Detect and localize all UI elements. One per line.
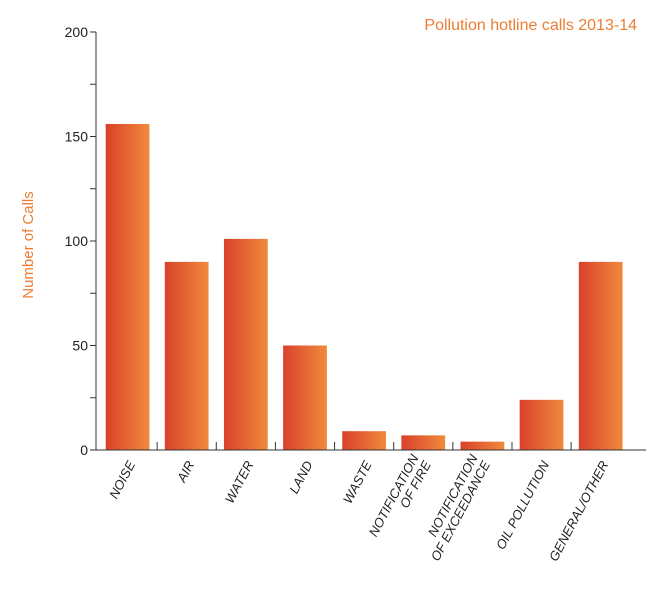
- y-tick-label: 50: [72, 338, 88, 354]
- x-tick-label: WATER: [222, 458, 257, 505]
- x-tick-label: GENERAL/OTHER: [546, 458, 611, 563]
- y-tick-label: 0: [80, 442, 88, 458]
- bars-group: [105, 123, 623, 451]
- bar: [401, 435, 446, 450]
- bar: [283, 345, 327, 450]
- x-tick-label: AIR: [173, 458, 197, 485]
- bar: [164, 261, 209, 450]
- bar: [578, 261, 623, 450]
- bar: [223, 238, 268, 450]
- y-tick-label: 150: [65, 129, 89, 145]
- bar: [519, 399, 564, 450]
- x-tick-label: NOTIFICATIONOF FIRE: [366, 451, 434, 545]
- chart-title: Pollution hotline calls 2013-14: [424, 17, 637, 34]
- bar: [342, 431, 387, 450]
- x-tick-label: WASTE: [340, 458, 375, 506]
- y-axis: 0 50 100 150 200: [65, 24, 97, 458]
- bar: [105, 123, 150, 451]
- y-tick-label: 100: [65, 233, 89, 249]
- y-axis-label: Number of Calls: [20, 191, 37, 299]
- bar: [460, 441, 505, 450]
- y-tick-label: 200: [65, 24, 89, 40]
- x-tick-label: OIL POLLUTION: [493, 458, 553, 552]
- x-tick-label: NOISE: [106, 458, 138, 501]
- x-tick-label: LAND: [286, 458, 316, 496]
